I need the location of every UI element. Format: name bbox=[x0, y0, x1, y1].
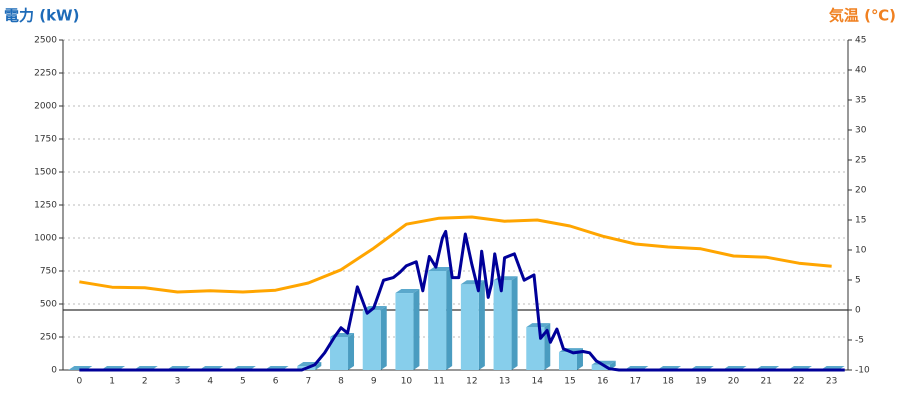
x-tick-label: 1 bbox=[109, 377, 115, 387]
y-tick-label: 1000 bbox=[34, 234, 57, 244]
y-tick-label: 500 bbox=[40, 300, 57, 310]
x-tick-label: 8 bbox=[338, 377, 344, 387]
y2-tick-label: 30 bbox=[855, 126, 867, 136]
bar-side bbox=[478, 280, 485, 370]
x-tick-label: 23 bbox=[826, 377, 837, 387]
bar bbox=[330, 337, 349, 370]
bar bbox=[493, 280, 512, 370]
bar bbox=[362, 309, 381, 370]
x-tick-label: 7 bbox=[305, 377, 311, 387]
bar-side bbox=[380, 305, 387, 370]
x-tick-label: 14 bbox=[532, 377, 544, 387]
bar bbox=[558, 352, 577, 370]
bar bbox=[395, 293, 414, 370]
bar-side bbox=[413, 289, 420, 370]
x-tick-label: 3 bbox=[175, 377, 181, 387]
x-tick-label: 13 bbox=[499, 377, 510, 387]
y-tick-label: 1750 bbox=[34, 135, 57, 145]
x-tick-label: 5 bbox=[240, 377, 246, 387]
x-tick-label: 18 bbox=[662, 377, 674, 387]
y2-tick-label: 40 bbox=[855, 66, 867, 76]
y2-tick-label: -5 bbox=[855, 336, 864, 346]
y2-tick-label: 0 bbox=[855, 306, 861, 316]
x-tick-label: 22 bbox=[793, 377, 804, 387]
x-tick-label: 20 bbox=[728, 377, 740, 387]
x-tick-label: 19 bbox=[695, 377, 707, 387]
y2-tick-label: 15 bbox=[855, 216, 866, 226]
bar bbox=[428, 271, 447, 370]
bar bbox=[460, 284, 479, 370]
x-tick-label: 6 bbox=[273, 377, 279, 387]
y2-tick-label: 20 bbox=[855, 186, 867, 196]
y-tick-label: 750 bbox=[40, 267, 57, 277]
y-tick-label: 1500 bbox=[34, 168, 57, 178]
y2-tick-label: 35 bbox=[855, 96, 866, 106]
bar bbox=[591, 364, 610, 370]
y2-tick-label: 10 bbox=[855, 246, 867, 256]
x-tick-label: 4 bbox=[207, 377, 213, 387]
y2-tick-label: 25 bbox=[855, 156, 866, 166]
bar-side bbox=[511, 276, 518, 370]
x-tick-label: 12 bbox=[466, 377, 477, 387]
y-tick-label: 0 bbox=[51, 366, 57, 376]
bar-side bbox=[315, 362, 322, 370]
y-tick-label: 250 bbox=[40, 333, 57, 343]
y-axis-label: 電力 (kW) bbox=[4, 7, 79, 25]
y-tick-label: 1250 bbox=[34, 201, 57, 211]
bar-top bbox=[428, 267, 453, 271]
y2-axis-label: 気温 (℃) bbox=[829, 7, 896, 25]
x-tick-label: 2 bbox=[142, 377, 148, 387]
y2-tick-label: -10 bbox=[855, 366, 870, 376]
x-tick-label: 10 bbox=[401, 377, 413, 387]
x-tick-label: 17 bbox=[630, 377, 641, 387]
line bbox=[79, 229, 845, 372]
y-tick-label: 2500 bbox=[34, 36, 57, 46]
x-tick-label: 15 bbox=[564, 377, 575, 387]
x-tick-label: 0 bbox=[76, 377, 82, 387]
line bbox=[79, 215, 832, 294]
y2-tick-label: 5 bbox=[855, 276, 861, 286]
x-tick-label: 11 bbox=[433, 377, 444, 387]
y-tick-label: 2000 bbox=[34, 102, 57, 112]
x-tick-label: 9 bbox=[371, 377, 377, 387]
bar bbox=[526, 327, 545, 370]
y-tick-label: 2250 bbox=[34, 69, 57, 79]
bar-top bbox=[395, 289, 420, 294]
x-tick-label: 16 bbox=[597, 377, 609, 387]
x-tick-label: 21 bbox=[761, 377, 772, 387]
bar-side bbox=[348, 333, 355, 370]
y2-tick-label: 45 bbox=[855, 36, 866, 46]
bar-side bbox=[446, 267, 453, 370]
